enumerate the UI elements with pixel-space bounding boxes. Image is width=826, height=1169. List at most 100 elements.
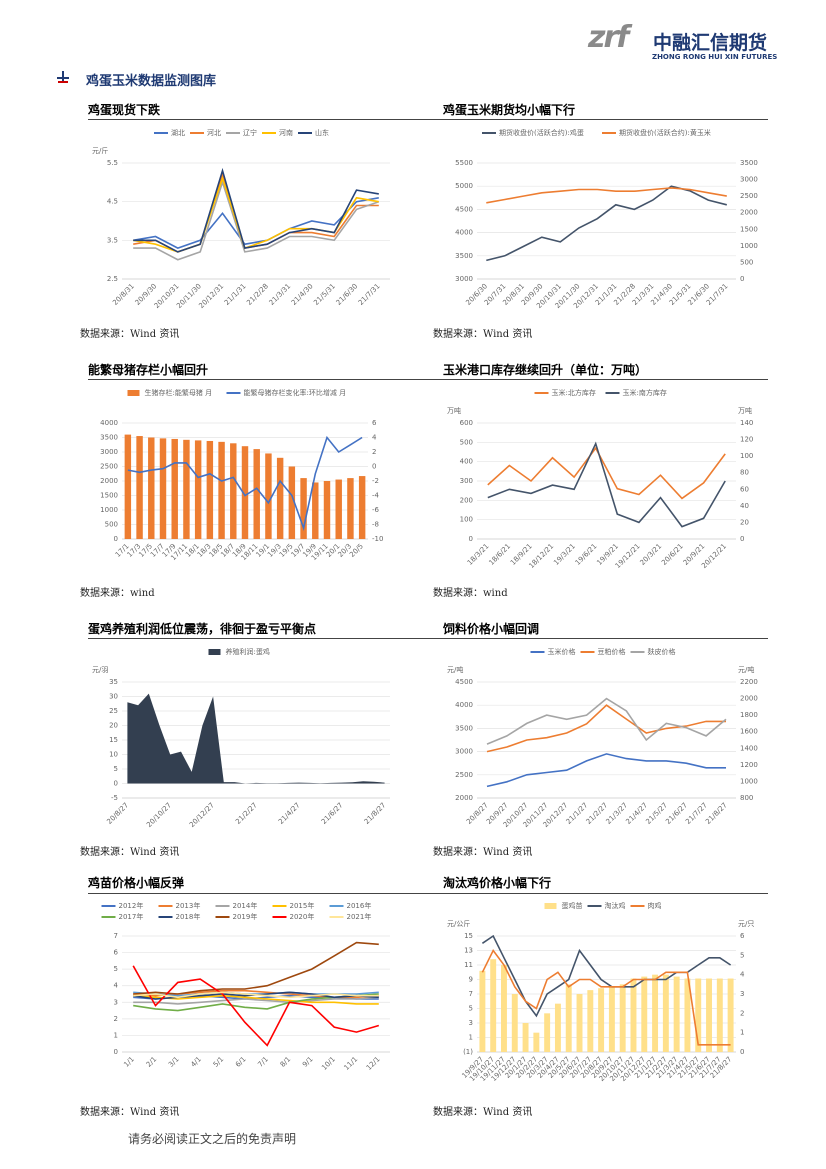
x-tick-label: 21/2/28 (245, 282, 270, 307)
x-tick-label: 18/3/21 (466, 542, 491, 567)
section-title: 鸡蛋玉米数据监测图库 (86, 74, 217, 89)
chart: 2000 2500 3000 3500 4000 4500 800 1000 1200 1400 1… (447, 647, 758, 829)
chart: 0 1 2 3 4 5 6 7 1/1 2/1 3/1 4/1 5/1 6/1 7/1 8/1 9/1 10/1 1… (101, 901, 390, 1072)
y2-tick-label: 0 (740, 535, 744, 543)
company-name-en: ZHONG RONG HUI XIN FUTURES (652, 53, 778, 61)
line (487, 446, 726, 500)
y-tick-label: 15 (464, 932, 473, 940)
legend-label: 2013年 (176, 901, 201, 910)
y-axis-unit: 元/公斤 (447, 919, 470, 928)
y-tick-label: 1000 (100, 506, 118, 514)
bar (576, 994, 583, 1052)
y2-tick-label: 4 (372, 434, 377, 442)
x-tick-label: 21/2/27 (234, 801, 259, 826)
bar (479, 970, 486, 1052)
data-source: 数据来源：Wind 资讯 (433, 847, 533, 858)
x-tick-label: 20/8/27 (105, 801, 130, 826)
data-source: 数据来源：Wind 资讯 (80, 1107, 180, 1118)
line (486, 185, 727, 262)
legend-label: 玉米:北方库存 (552, 388, 596, 397)
y2-tick-label: -10 (372, 535, 383, 543)
bar (619, 984, 626, 1052)
line (133, 179, 380, 261)
y-tick-label: 5 (114, 765, 118, 773)
line (481, 948, 731, 1046)
legend-label: 豆粕价格 (598, 647, 626, 656)
y2-tick-label: 0 (740, 275, 744, 283)
x-tick-label: 21/1/31 (223, 282, 248, 307)
y2-axis-unit: 元/吨 (738, 665, 754, 674)
y-tick-label: 7 (114, 932, 118, 940)
legend-label: 辽宁 (243, 128, 257, 137)
y2-axis-unit: 元/只 (738, 920, 754, 928)
line (486, 753, 726, 788)
y2-tick-label: 1800 (740, 711, 758, 719)
title-rule (88, 638, 768, 639)
x-tick-label: 3/1 (167, 1055, 181, 1069)
y2-tick-label: 6 (372, 419, 377, 427)
y2-tick-label: 40 (740, 502, 749, 510)
y-tick-label: 300 (460, 477, 473, 485)
x-tick-label: 19/6/21 (574, 542, 599, 567)
chart-title: 鸡蛋玉米期货均小幅下行 (443, 103, 576, 117)
legend-label: 2019年 (233, 912, 258, 921)
y2-tick-label: 0 (740, 1048, 744, 1056)
legend-swatch (208, 649, 221, 655)
x-tick-label: 21/4/30 (290, 282, 315, 307)
y-tick-label: 2000 (100, 477, 118, 485)
y-tick-label: -5 (111, 794, 118, 802)
x-tick-label: 21/7/31 (357, 282, 382, 307)
bar (533, 1032, 540, 1052)
line (486, 697, 727, 745)
y-tick-label: 3500 (455, 724, 473, 732)
line (133, 994, 379, 1005)
y-tick-label: 0 (469, 535, 473, 543)
legend-label: 玉米价格 (548, 647, 576, 656)
y2-tick-label: 140 (740, 419, 753, 427)
y-tick-label: 1500 (100, 492, 118, 500)
y-tick-label: 5.5 (107, 159, 118, 167)
area (127, 693, 385, 784)
legend-label: 河南 (279, 128, 293, 137)
x-tick-label: 21/6/27 (320, 801, 345, 826)
bar (706, 978, 712, 1052)
legend-label: 2015年 (290, 901, 315, 910)
bar (511, 994, 518, 1052)
bar (727, 978, 734, 1052)
y-tick-label: 5500 (455, 159, 473, 167)
x-tick-label: 20/10/27 (145, 801, 173, 829)
bar (598, 988, 605, 1052)
bar (608, 986, 615, 1052)
y-tick-label: 5000 (455, 182, 473, 190)
y-tick-label: 20 (109, 722, 118, 730)
bar (124, 434, 132, 539)
y-tick-label: 4000 (455, 229, 473, 237)
bar (241, 446, 249, 539)
y2-tick-label: 5 (740, 951, 744, 959)
y-tick-label: 3.5 (107, 236, 118, 244)
chart-title: 蛋鸡养殖利润低位震荡，徘徊于盈亏平衡点 (88, 622, 317, 636)
data-source: 数据来源：Wind 资讯 (433, 329, 533, 340)
bar (358, 476, 366, 539)
bar (587, 990, 594, 1052)
chart-title: 鸡苗价格小幅反弹 (88, 876, 185, 890)
line (487, 441, 726, 528)
y-tick-label: 100 (460, 516, 473, 524)
x-tick-label: 20/6/21 (660, 542, 685, 567)
data-source: 数据来源：Wind 资讯 (80, 847, 180, 858)
legend-label: 期货收盘价(活跃合约):鸡蛋 (499, 128, 584, 137)
bar (544, 1013, 551, 1052)
y-tick-label: 6 (114, 949, 119, 957)
y2-tick-label: 1600 (740, 728, 758, 736)
y-axis-unit: 元/吨 (447, 665, 463, 674)
bar (253, 449, 260, 539)
legend-label: 2018年 (176, 912, 201, 921)
line (132, 965, 380, 1047)
x-tick-label: 21/8/27 (704, 801, 729, 826)
bar (347, 478, 354, 539)
y-tick-label: (1) (463, 1048, 473, 1056)
bar (218, 441, 225, 539)
x-tick-label: 20/5 (348, 542, 365, 559)
y-tick-label: 0 (114, 1048, 118, 1056)
